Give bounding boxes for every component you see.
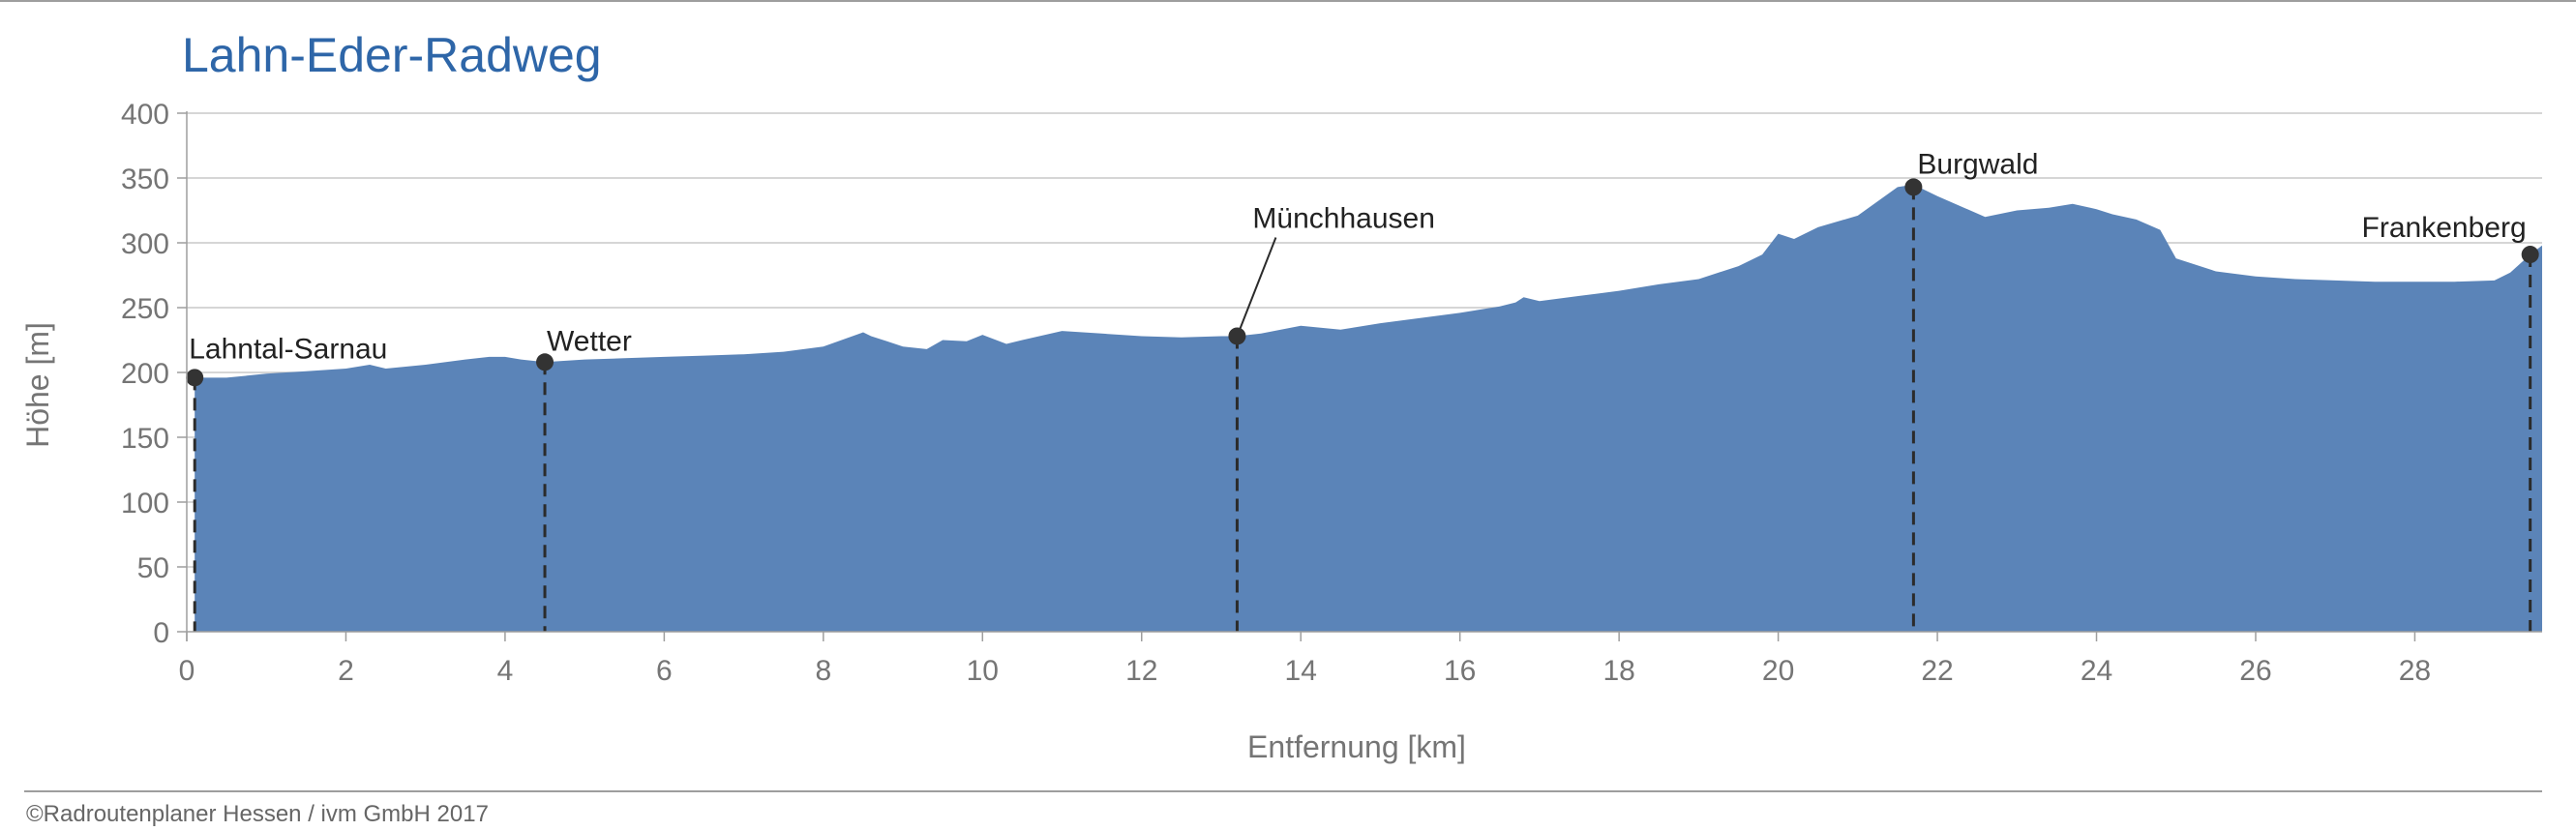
location-marker (186, 369, 204, 387)
x-tick-label: 4 (497, 655, 514, 687)
x-tick-label: 14 (1285, 655, 1317, 687)
location-label: Münchhausen (1252, 202, 1434, 234)
x-tick-label: 16 (1444, 655, 1476, 687)
elevation-area-path (195, 184, 2543, 632)
y-tick-label: 150 (121, 423, 169, 455)
x-tick-label: 6 (656, 655, 673, 687)
x-tick-label: 26 (2239, 655, 2271, 687)
x-tick-label: 8 (815, 655, 831, 687)
x-tick-label: 20 (1762, 655, 1794, 687)
y-tick-label: 50 (137, 552, 169, 584)
copyright-credit: ©Radroutenplaner Hessen / ivm GmbH 2017 (26, 801, 489, 827)
x-tick-label: 18 (1603, 655, 1634, 687)
x-tick-label: 22 (1921, 655, 1953, 687)
x-tick-label: 2 (338, 655, 354, 687)
elevation-area (195, 184, 2543, 632)
y-tick-label: 0 (153, 617, 169, 649)
y-tick-label: 100 (121, 488, 169, 519)
x-tick-label: 12 (1125, 655, 1157, 687)
location-marker (1228, 327, 1246, 345)
y-tick-label: 200 (121, 358, 169, 390)
location-markers: Lahntal-Sarnau Wetter Münchhausen Burgwald F… (186, 148, 2539, 632)
y-axis-label: Höhe [m] (20, 322, 55, 448)
y-tick-label: 400 (121, 99, 169, 131)
location-label: Burgwald (1917, 148, 2038, 180)
location-label: Wetter (547, 325, 632, 357)
location-label: Lahntal-Sarnau (189, 333, 387, 365)
marker-leader-line (1236, 237, 1277, 337)
x-tick-label: 24 (2081, 655, 2112, 687)
x-axis-label: Entfernung [km] (1247, 729, 1466, 764)
x-tick-label: 10 (967, 655, 999, 687)
location-marker (2521, 246, 2539, 264)
y-tick-label: 350 (121, 163, 169, 195)
location-marker (1904, 178, 1923, 196)
y-tick-label: 250 (121, 293, 169, 325)
location-marker (536, 353, 554, 371)
chart-title: Lahn-Eder-Radweg (182, 28, 602, 82)
y-tick-label: 300 (121, 228, 169, 260)
location-label: Frankenberg (2362, 212, 2527, 244)
x-tick-label: 28 (2399, 655, 2431, 687)
x-tick-label: 0 (179, 655, 195, 687)
